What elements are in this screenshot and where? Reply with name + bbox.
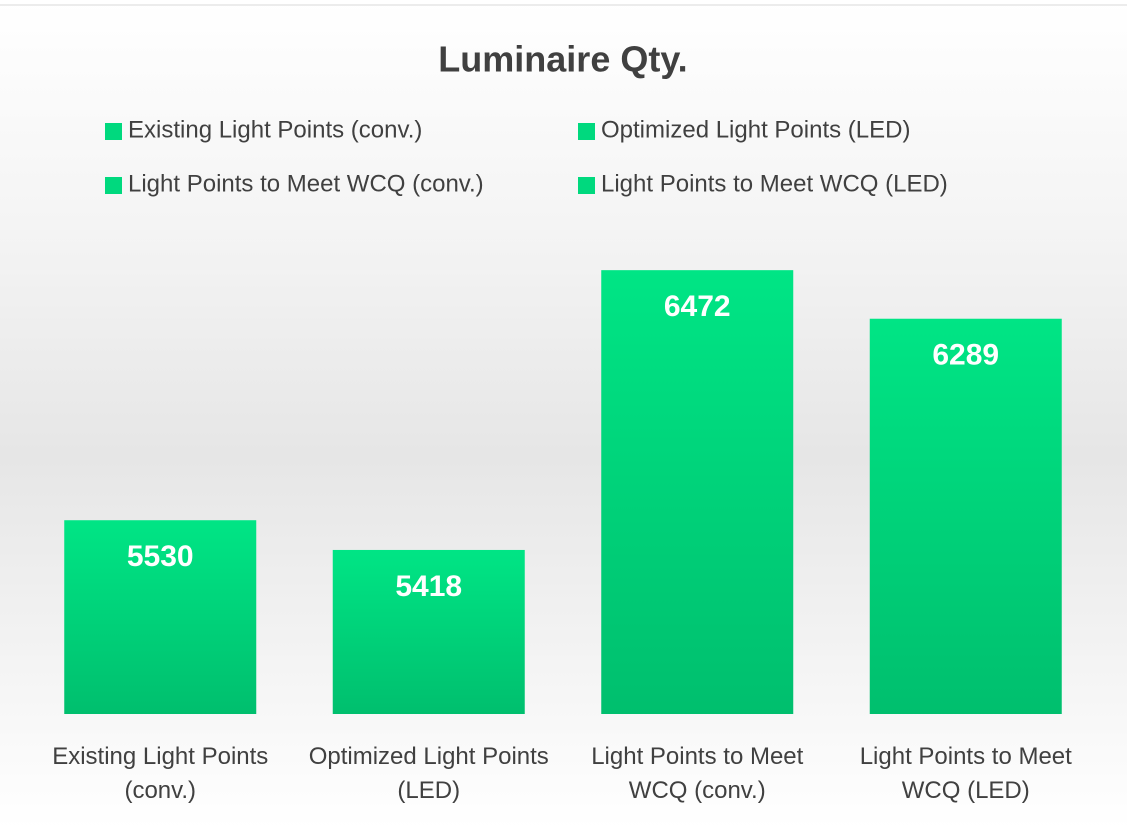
legend-swatch xyxy=(578,177,595,194)
chart-title: Luminaire Qty. xyxy=(438,39,687,80)
x-tick-label: Optimized Light Points (LED) xyxy=(308,743,549,804)
bar xyxy=(64,520,257,714)
x-tick-label: Existing Light Points (conv.) xyxy=(52,743,269,804)
legend-label: Light Points to Meet WCQ (LED) xyxy=(601,170,948,197)
legend-swatch xyxy=(578,123,595,140)
x-tick-label: Light Points to Meet WCQ (LED) xyxy=(859,743,1072,804)
legend-label: Optimized Light Points (LED) xyxy=(601,116,910,143)
legend-swatch xyxy=(105,177,122,194)
bar xyxy=(332,549,525,714)
legend-label: Light Points to Meet WCQ (conv.) xyxy=(128,170,484,197)
legend-label: Existing Light Points (conv.) xyxy=(128,116,422,143)
legend-swatch xyxy=(105,123,122,140)
data-label: 6472 xyxy=(664,290,731,323)
bar xyxy=(601,270,794,714)
data-label: 5418 xyxy=(395,570,462,603)
data-label: 5530 xyxy=(127,540,194,573)
x-tick-label: Light Points to Meet WCQ (conv.) xyxy=(591,743,804,804)
data-label: 6289 xyxy=(932,339,999,372)
bar xyxy=(869,318,1062,714)
